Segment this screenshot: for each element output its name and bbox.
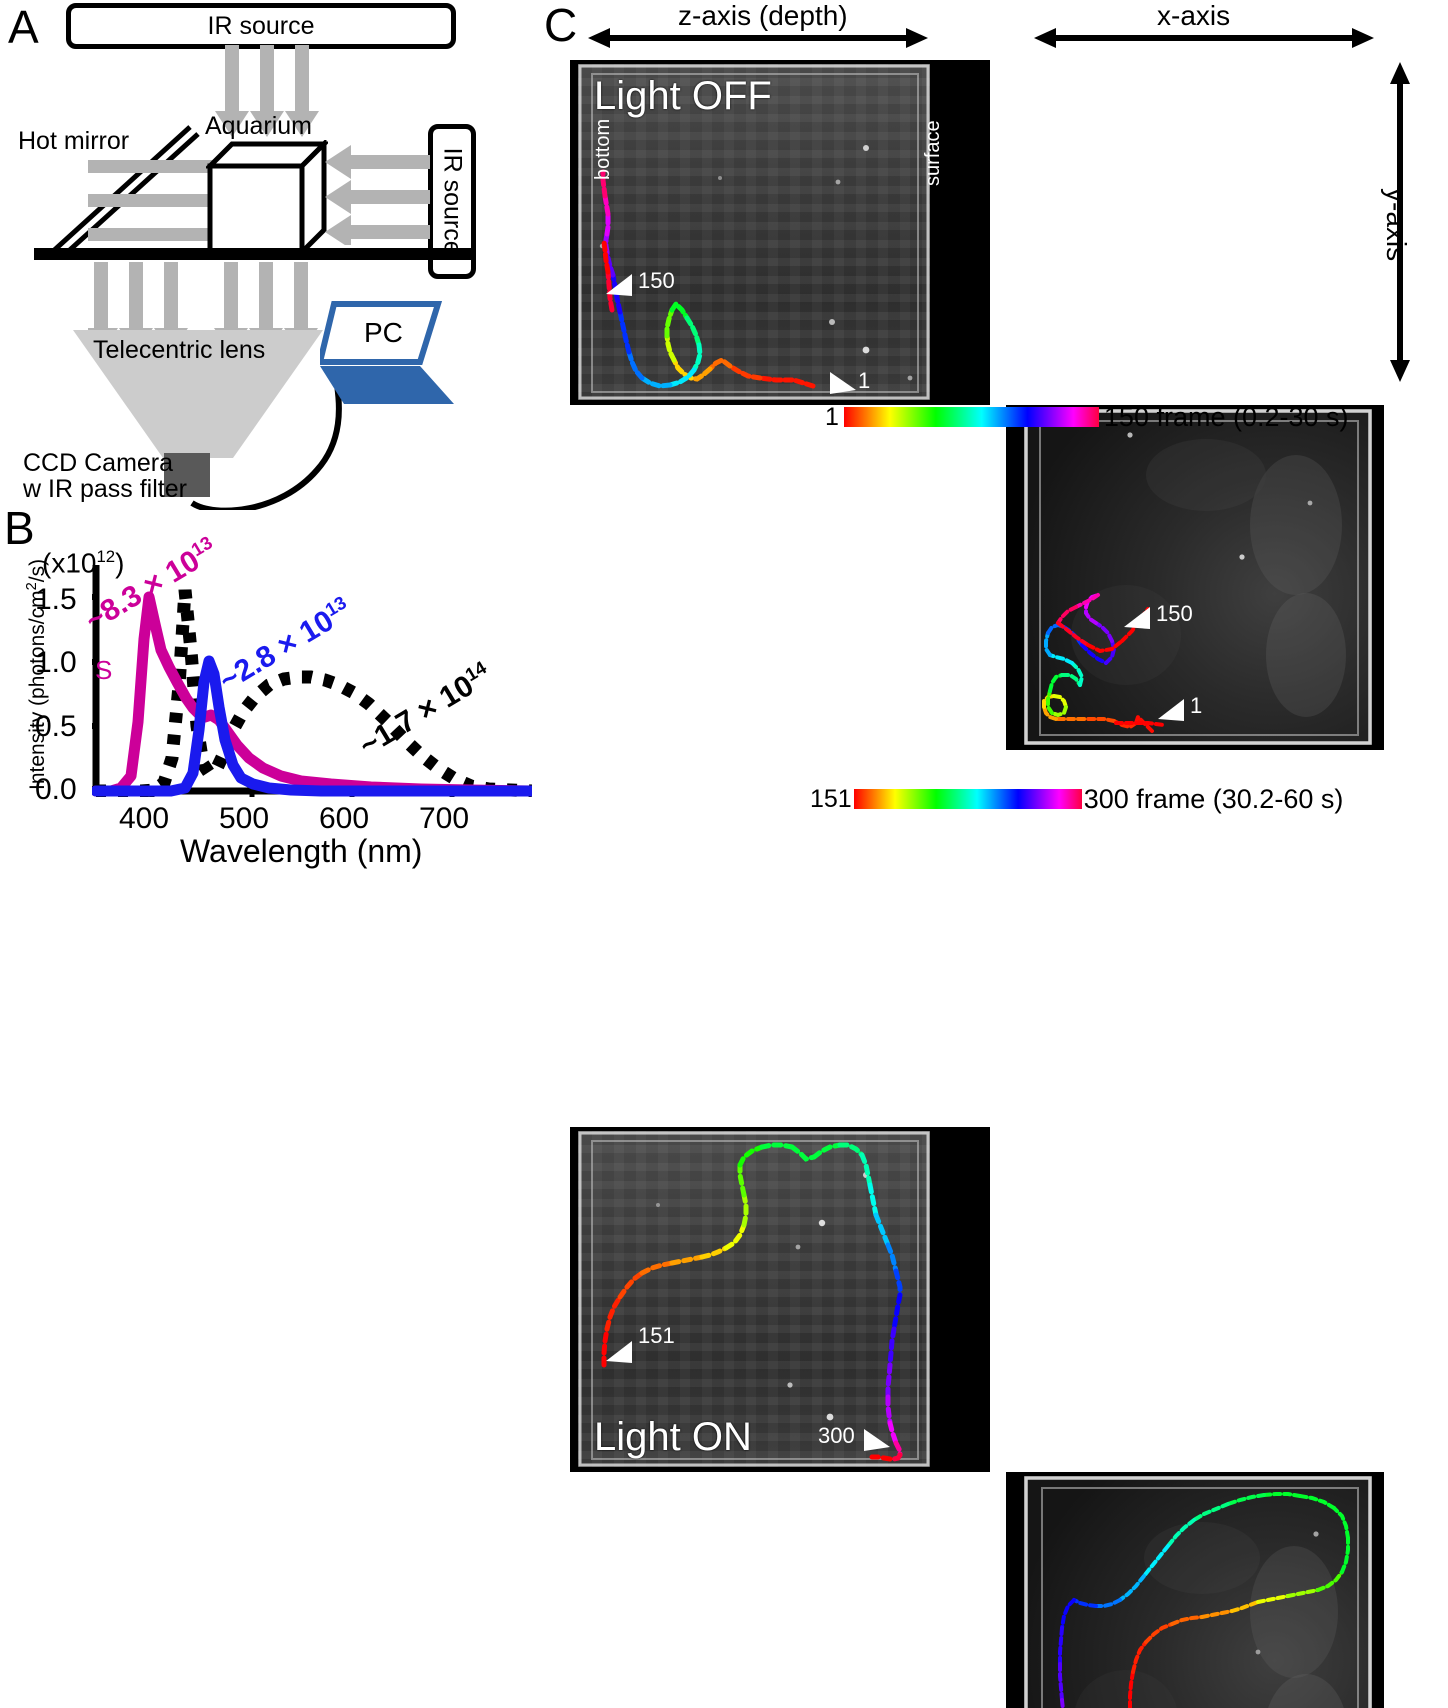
image-top-right-xy[interactable]: 150 1 bbox=[1006, 405, 1384, 750]
colorbar-bottom-min-label: 151 bbox=[810, 784, 852, 813]
image-bottom-right-xy[interactable]: 151 300 bbox=[1006, 1472, 1384, 1708]
x-axis-arrow-icon bbox=[1034, 28, 1374, 48]
chart-ytick-0_0: 0.0 bbox=[35, 773, 77, 806]
marker-label-150: 150 bbox=[1156, 601, 1193, 626]
ir-source-top-box: IR source bbox=[66, 3, 456, 49]
chart-plot-area bbox=[92, 565, 532, 797]
marker-label-151: 151 bbox=[638, 1323, 675, 1348]
marker-arrow-150-icon bbox=[606, 274, 632, 296]
panel-a-letter: A bbox=[8, 1, 39, 53]
ir-source-right-label: IR source bbox=[438, 148, 467, 255]
colorbar-top: 1 150 frame (0.2-30 s) bbox=[825, 400, 1445, 434]
pc-label: PC bbox=[364, 317, 403, 348]
panel-c-letter: C bbox=[544, 0, 578, 51]
colorbar-bottom: 151 300 frame (30.2-60 s) bbox=[810, 782, 1448, 816]
y-axis-arrow-icon bbox=[1390, 62, 1410, 382]
aquarium-box-icon bbox=[206, 140, 328, 258]
z-axis-arrow-icon bbox=[588, 28, 928, 48]
chart-series-white-light bbox=[96, 589, 532, 797]
marker-arrow-300-icon bbox=[864, 1429, 890, 1451]
chart-ytick-1_5: 1.5 bbox=[35, 583, 77, 616]
camera-pc-cable bbox=[190, 385, 342, 510]
y-axis-label: y-axis bbox=[1381, 188, 1412, 262]
marker-label-1: 1 bbox=[1190, 693, 1203, 718]
marker-label-300: 300 bbox=[818, 1423, 855, 1448]
telecentric-lens-label: Telecentric lens bbox=[93, 336, 266, 364]
x-axis-label: x-axis bbox=[1157, 0, 1231, 31]
z-axis-label: z-axis (depth) bbox=[678, 0, 848, 31]
ir-beam-horizontal-left bbox=[88, 160, 216, 241]
marker-arrow-151-icon bbox=[606, 1341, 632, 1363]
panel-b-letter: B bbox=[4, 502, 35, 554]
scale-note-base: (x10 bbox=[42, 547, 97, 579]
telecentric-lens-icon bbox=[73, 330, 323, 458]
bottom-edge-label: bottom bbox=[592, 118, 614, 180]
colorbar-top-min-label: 1 bbox=[825, 402, 839, 431]
surface-edge-label: surface bbox=[922, 120, 944, 186]
hot-mirror-label: Hot mirror bbox=[18, 127, 130, 155]
panel-c-tracking-images: C z-axis (depth) x-axis y-axis bbox=[540, 0, 1448, 1708]
chart-xtick-500: 500 bbox=[219, 802, 270, 835]
chart-y-scale-note: (x1012) bbox=[42, 547, 124, 579]
chart-xtick-700: 700 bbox=[419, 802, 470, 835]
marker-arrow-1-icon bbox=[830, 372, 856, 394]
scale-note-close: ) bbox=[115, 547, 125, 579]
ir-beam-left-arrows bbox=[325, 145, 430, 245]
chart-series-label-s: S bbox=[95, 655, 113, 685]
pc-laptop-icon bbox=[320, 301, 454, 404]
colorbar-bottom-max-label: 300 frame (30.2-60 s) bbox=[1083, 783, 1344, 814]
chart-xtick-600: 600 bbox=[319, 802, 370, 835]
ccd-camera-label-line1: CCD Camera bbox=[23, 449, 174, 477]
panel-a-apparatus-diagram: A IR source Hot mirror Aquarium IR so bbox=[0, 0, 540, 520]
aquarium-label: Aquarium bbox=[205, 112, 312, 140]
chart-ytick-1_0: 1.0 bbox=[35, 646, 77, 679]
light-on-label: Light ON bbox=[594, 1415, 752, 1459]
colorbar-top-max-label: 150 frame (0.2-30 s) bbox=[1103, 401, 1349, 432]
image-bottom-left-light-on[interactable]: Light ON 151 300 bbox=[570, 1127, 990, 1472]
ir-beam-down-top bbox=[215, 45, 319, 137]
marker-label-1: 1 bbox=[858, 368, 871, 393]
panel-b-spectrum-chart: B Intensity (photons/cm2/s) (x1012) 1.5 … bbox=[0, 502, 545, 869]
chart-ytick-0_5: 0.5 bbox=[35, 710, 77, 743]
marker-arrow-150-icon bbox=[1124, 607, 1150, 629]
ccd-camera-label: CCD Camera w IR pass filter bbox=[23, 450, 187, 503]
ccd-camera-label-line2: w IR pass filter bbox=[23, 475, 187, 504]
colorbar-bottom-gradient bbox=[853, 789, 1082, 809]
image-top-left-light-off[interactable]: Light OFF bottom surface 150 1 bbox=[570, 60, 990, 405]
chart-xtick-400: 400 bbox=[119, 802, 170, 835]
chart-x-axis-title: Wavelength (nm) bbox=[180, 833, 423, 869]
marker-arrow-1-icon bbox=[1158, 699, 1184, 721]
ir-source-top-label: IR source bbox=[207, 11, 315, 40]
colorbar-top-gradient bbox=[843, 407, 1099, 427]
optical-bench bbox=[34, 248, 474, 260]
marker-label-150: 150 bbox=[638, 268, 675, 293]
light-off-label: Light OFF bbox=[594, 74, 772, 118]
scale-note-exp: 12 bbox=[96, 547, 116, 566]
ccd-camera-body bbox=[164, 453, 210, 497]
chart-series-blue bbox=[92, 655, 532, 797]
